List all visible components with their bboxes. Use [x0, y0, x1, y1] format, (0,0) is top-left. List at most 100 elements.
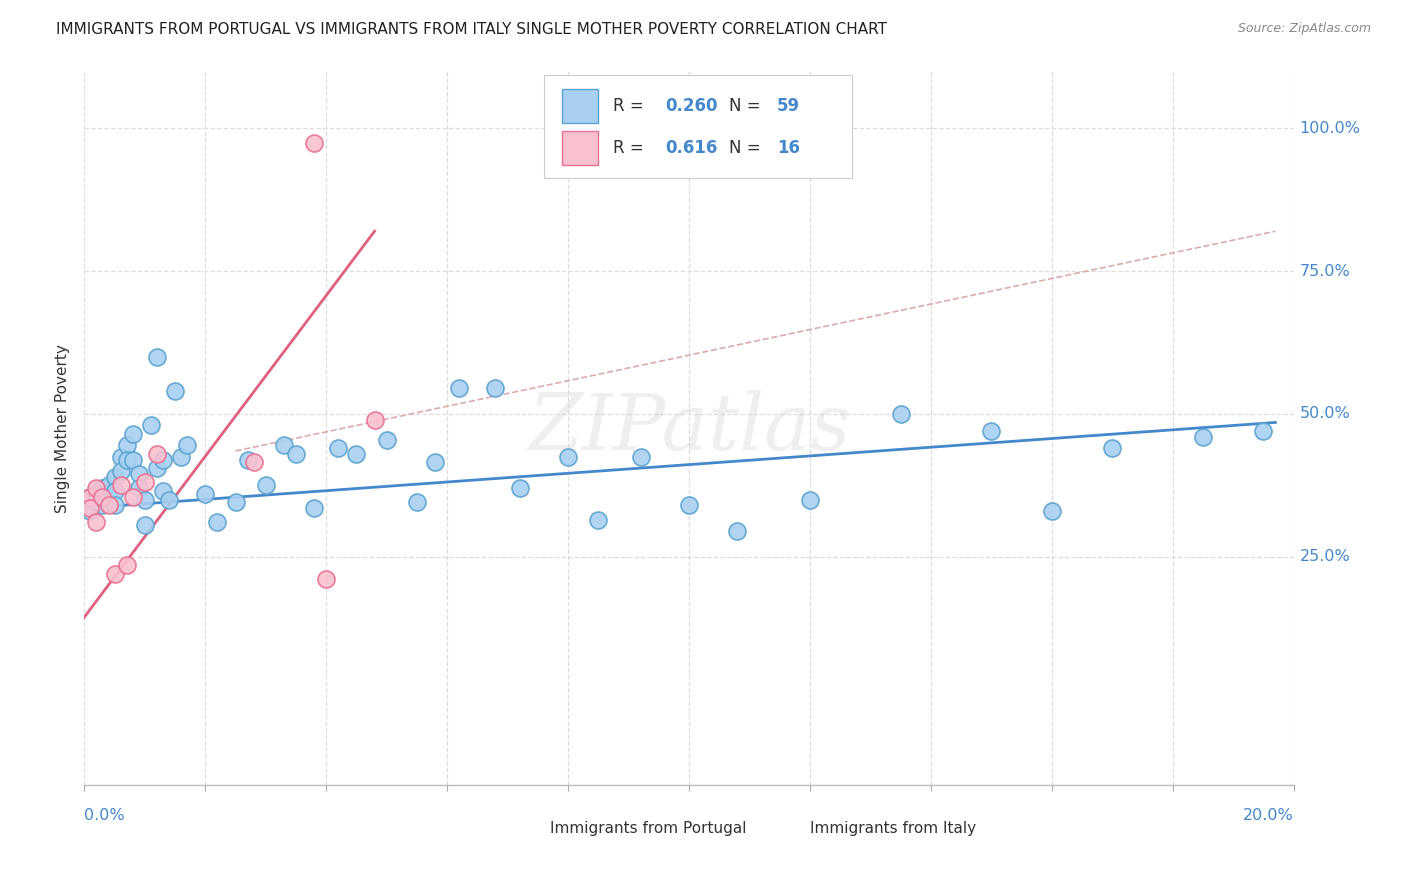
Point: [236, 452, 259, 467]
FancyBboxPatch shape: [544, 75, 852, 178]
Point: [121, 490, 143, 504]
Point: [97, 490, 120, 504]
Point: [110, 450, 132, 464]
Text: 100.0%: 100.0%: [1299, 121, 1361, 136]
Point: [79, 490, 101, 504]
Point: [1101, 441, 1123, 455]
Text: ZIPatlas: ZIPatlas: [527, 390, 851, 467]
Text: 0.260: 0.260: [665, 97, 717, 115]
Point: [328, 441, 350, 455]
FancyBboxPatch shape: [562, 130, 599, 165]
Point: [1192, 430, 1215, 444]
Text: 59: 59: [778, 97, 800, 115]
Point: [165, 384, 187, 398]
Text: 25.0%: 25.0%: [1299, 549, 1350, 564]
Text: Source: ZipAtlas.com: Source: ZipAtlas.com: [1237, 22, 1371, 36]
Point: [449, 381, 471, 395]
Point: [110, 464, 132, 478]
Point: [128, 481, 150, 495]
Point: [91, 490, 114, 504]
Point: [1253, 424, 1275, 438]
Text: 50.0%: 50.0%: [1299, 407, 1350, 421]
Point: [630, 450, 652, 464]
Point: [157, 492, 180, 507]
Text: 20.0%: 20.0%: [1243, 808, 1294, 822]
Point: [242, 455, 264, 469]
Point: [423, 455, 446, 469]
Point: [91, 490, 114, 504]
Point: [104, 469, 127, 483]
Point: [121, 426, 143, 441]
Point: [146, 350, 169, 364]
Point: [799, 492, 821, 507]
Point: [134, 518, 156, 533]
Text: N =: N =: [728, 139, 766, 157]
Point: [79, 504, 101, 518]
Point: [509, 481, 531, 495]
Point: [406, 495, 429, 509]
Text: 0.616: 0.616: [665, 139, 717, 157]
Point: [152, 452, 174, 467]
Point: [110, 478, 132, 492]
Point: [194, 487, 217, 501]
Point: [273, 438, 295, 452]
Point: [678, 498, 700, 512]
Text: IMMIGRANTS FROM PORTUGAL VS IMMIGRANTS FROM ITALY SINGLE MOTHER POVERTY CORRELAT: IMMIGRANTS FROM PORTUGAL VS IMMIGRANTS F…: [56, 22, 887, 37]
Point: [97, 498, 120, 512]
Text: Immigrants from Portugal: Immigrants from Portugal: [550, 821, 747, 836]
Point: [115, 452, 138, 467]
Point: [121, 452, 143, 467]
Point: [86, 481, 108, 495]
FancyBboxPatch shape: [562, 89, 599, 123]
Point: [285, 447, 308, 461]
Point: [86, 487, 108, 501]
Point: [104, 498, 127, 512]
Point: [207, 516, 229, 530]
Point: [104, 483, 127, 498]
Y-axis label: Single Mother Poverty: Single Mother Poverty: [55, 343, 70, 513]
Point: [104, 566, 127, 581]
Point: [91, 498, 114, 512]
Point: [890, 407, 912, 421]
Point: [484, 381, 506, 395]
Point: [115, 438, 138, 452]
Text: R =: R =: [613, 139, 648, 157]
Point: [79, 501, 101, 516]
Point: [97, 478, 120, 492]
Point: [254, 478, 277, 492]
Point: [146, 461, 169, 475]
Point: [176, 438, 198, 452]
FancyBboxPatch shape: [773, 815, 800, 842]
Point: [588, 512, 610, 526]
Point: [134, 492, 156, 507]
Point: [170, 450, 193, 464]
Text: 16: 16: [778, 139, 800, 157]
Point: [128, 467, 150, 481]
Point: [225, 495, 247, 509]
Point: [146, 447, 169, 461]
Point: [980, 424, 1002, 438]
Point: [375, 433, 398, 447]
Point: [86, 516, 108, 530]
Point: [91, 481, 114, 495]
FancyBboxPatch shape: [513, 815, 540, 842]
Point: [725, 524, 748, 538]
Point: [557, 450, 579, 464]
Point: [302, 501, 325, 516]
Text: 75.0%: 75.0%: [1299, 264, 1350, 278]
Point: [79, 490, 101, 504]
Point: [86, 495, 108, 509]
Point: [152, 483, 174, 498]
Point: [139, 418, 162, 433]
Point: [315, 573, 337, 587]
Point: [115, 558, 138, 573]
Point: [302, 136, 325, 150]
Point: [1040, 504, 1063, 518]
Text: N =: N =: [728, 97, 766, 115]
Text: Immigrants from Italy: Immigrants from Italy: [810, 821, 976, 836]
Text: 0.0%: 0.0%: [84, 808, 125, 822]
Point: [346, 447, 368, 461]
Text: R =: R =: [613, 97, 648, 115]
Point: [134, 475, 156, 490]
Point: [363, 412, 385, 426]
